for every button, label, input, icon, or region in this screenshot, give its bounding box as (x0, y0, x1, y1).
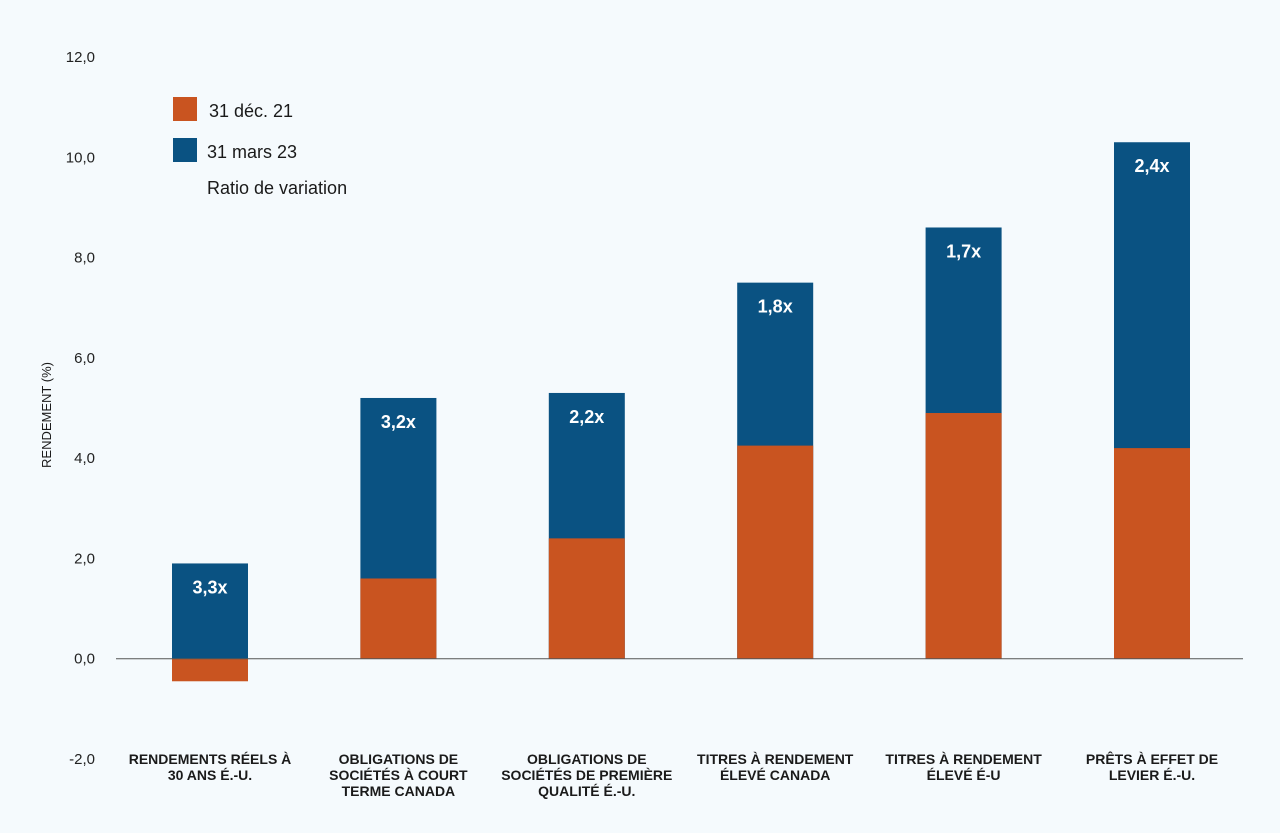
category-label: QUALITÉ É.-U. (538, 783, 635, 799)
y-tick-label: 8,0 (74, 250, 95, 267)
ratio-label: 2,4x (1134, 156, 1169, 176)
category-label: LEVIER É.-U. (1109, 767, 1195, 783)
legend-label-dec21: 31 déc. 21 (209, 101, 293, 121)
y-tick-label: 12,0 (66, 49, 95, 66)
bar-dec21 (1114, 448, 1190, 659)
legend-swatch-mar23 (173, 138, 197, 162)
bar-dec21 (737, 445, 814, 659)
bar-dec21 (925, 413, 1002, 659)
y-tick-label: 2,0 (74, 550, 95, 567)
bar-dec21 (360, 578, 437, 659)
ratio-label: 1,7x (946, 241, 981, 261)
legend: 31 déc. 21 31 mars 23 Ratio de variation (173, 97, 347, 198)
bar-mar23 (172, 563, 248, 659)
category-label: SOCIÉTÉS À COURT (329, 767, 468, 783)
bar-dec21 (172, 658, 248, 682)
category-label: TITRES À RENDEMENT (885, 751, 1042, 767)
legend-swatch-dec21 (173, 97, 197, 121)
ratio-label: 1,8x (758, 297, 793, 317)
y-axis-label: RENDEMENT (%) (39, 362, 54, 468)
category-label: 30 ANS É.-U. (168, 767, 252, 783)
category-label: OBLIGATIONS DE (527, 751, 647, 767)
y-tick-label: 4,0 (74, 450, 95, 467)
y-tick-label: 6,0 (74, 350, 95, 367)
category-label: RENDEMENTS RÉELS À (129, 751, 292, 767)
category-label: ÉLEVÉ CANADA (720, 767, 830, 783)
category-label: TITRES À RENDEMENT (697, 751, 854, 767)
y-tick-label: 0,0 (74, 651, 95, 668)
legend-label-mar23: 31 mars 23 (207, 142, 297, 162)
legend-label-ratio: Ratio de variation (207, 178, 347, 198)
category-label: PRÊTS À EFFET DE (1086, 750, 1218, 767)
labels-group: 3,3x RENDEMENTS RÉELS À30 ANS É.-U. 3,2x OB… (129, 156, 1218, 799)
ratio-label: 2,2x (569, 407, 604, 427)
category-label: ÉLEVÉ É-U (927, 767, 1001, 783)
category-label: SOCIÉTÉS DE PREMIÈRE (501, 767, 672, 783)
ratio-label: 3,2x (381, 412, 416, 432)
category-label: TERME CANADA (342, 783, 456, 799)
bar-dec21 (548, 538, 625, 659)
category-label: OBLIGATIONS DE (339, 751, 459, 767)
y-tick-label: -2,0 (69, 751, 95, 768)
ratio-label: 3,3x (192, 577, 227, 597)
bars-group (172, 142, 1190, 682)
y-tick-label: 10,0 (66, 149, 95, 166)
axes-group: 12,0 10,0 8,0 6,0 4,0 2,0 0,0 -2,0 (66, 49, 95, 768)
